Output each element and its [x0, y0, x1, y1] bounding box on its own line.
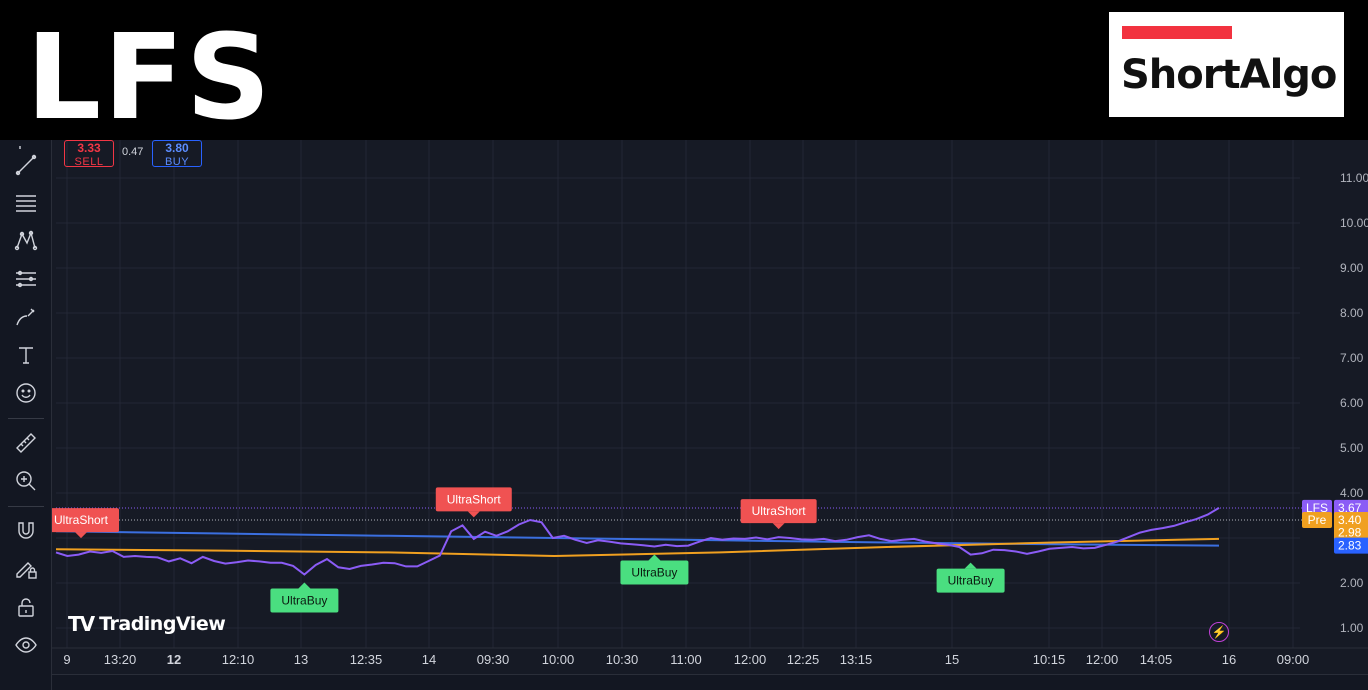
ultrabuy-signal-label: UltraBuy: [948, 574, 994, 588]
x-tick-label: 10:15: [1033, 652, 1066, 667]
x-tick-label: 11:00: [670, 652, 702, 667]
x-tick-label: 9: [63, 652, 70, 667]
buy-label: BUY: [164, 156, 190, 168]
x-tick-label: 14: [422, 652, 436, 667]
price-label-value-box: [1334, 524, 1368, 541]
sell-quote-button[interactable]: 3.33 SELL: [64, 140, 114, 168]
ruler-icon[interactable]: [10, 428, 42, 458]
emoji-icon[interactable]: [10, 378, 42, 408]
y-tick-label: 8.00: [1340, 306, 1364, 320]
ultrabuy-signal-label: UltraBuy: [631, 566, 677, 580]
x-tick-label: 10:00: [542, 652, 575, 667]
fib-lines-icon[interactable]: [10, 188, 42, 218]
ultrabuy-signal-pointer: [648, 554, 661, 561]
ultrashort-signal-box[interactable]: [435, 487, 512, 512]
ticker-title: LFS: [26, 8, 273, 146]
drawing-toolbar: [0, 140, 52, 690]
x-tick-label: 12:35: [350, 652, 383, 667]
cursor-icon[interactable]: [10, 140, 42, 170]
price-label-name: Pre: [1308, 513, 1327, 527]
price-label-value: 3.40: [1338, 513, 1362, 527]
toolbar-divider: [8, 506, 44, 507]
ultrashort-signal-label: UltraShort: [447, 492, 502, 506]
buy-price: 3.80: [165, 141, 189, 155]
x-tick-label: 12:00: [734, 652, 767, 667]
x-tick-label: 15: [945, 652, 959, 667]
trend-line-icon[interactable]: [10, 150, 42, 180]
sell-label: SELL: [74, 156, 104, 168]
y-tick-label: 6.00: [1340, 396, 1364, 410]
ultrabuy-signal-pointer: [298, 582, 311, 589]
brush-icon[interactable]: [10, 302, 42, 332]
y-tick-label: 7.00: [1340, 351, 1364, 365]
ultrabuy-signal-box[interactable]: [270, 588, 339, 613]
price-label-value-box: [1334, 499, 1368, 516]
ultrashort-signal-pointer: [467, 511, 480, 518]
brand-name: ShortAlgo: [1121, 52, 1337, 98]
x-tick-label: 12: [167, 652, 181, 667]
price-label-name-box: [1302, 512, 1332, 528]
x-tick-label: 13:20: [104, 652, 137, 667]
ultrashort-signal-label: UltraShort: [752, 504, 807, 518]
y-tick-label: 1.00: [1340, 621, 1364, 635]
x-tick-label: 13:15: [840, 652, 873, 667]
ultrabuy-signal-pointer: [964, 562, 977, 569]
y-tick-label: 4.00: [1340, 486, 1364, 500]
x-tick-label: 14:05: [1140, 652, 1173, 667]
lfs-price-line: [55, 507, 1220, 576]
text-icon[interactable]: [10, 340, 42, 370]
ultrashort-signal-label: UltraShort: [54, 513, 109, 527]
lock-draw-icon[interactable]: [10, 554, 42, 584]
price-label-value-box: [1334, 512, 1368, 528]
ultrabuy-signal-box[interactable]: [936, 568, 1005, 593]
zoom-in-icon[interactable]: [10, 466, 42, 496]
spread-value: 0.47: [122, 146, 144, 158]
ultrabuy-signal-box[interactable]: [620, 560, 689, 585]
lightning-icon[interactable]: ⚡: [1209, 622, 1229, 642]
ultrashort-signal-box[interactable]: [43, 508, 119, 533]
x-tick-label: 13: [294, 652, 308, 667]
y-tick-label: 11.00: [1340, 171, 1368, 185]
tradingview-logo-icon: TV: [68, 612, 95, 636]
sell-price: 3.33: [77, 141, 101, 155]
x-tick-label: 09:00: [1277, 652, 1310, 667]
brand-logo-bar: [1122, 26, 1232, 39]
price-label-value: 2.98: [1338, 526, 1362, 540]
brand-logo: ShortAlgo: [1109, 12, 1344, 117]
y-tick-label: 10.00: [1340, 216, 1368, 230]
x-tick-label: 12:10: [222, 652, 255, 667]
x-tick-label: 09:30: [477, 652, 510, 667]
toolbar-divider: [8, 418, 44, 419]
buy-quote-button[interactable]: 3.80 BUY: [152, 140, 202, 168]
ultrashort-signal-pointer: [772, 523, 785, 530]
y-tick-label: 9.00: [1340, 261, 1364, 275]
price-label-name-box: [1302, 499, 1332, 516]
ultrashort-signal-box[interactable]: [740, 499, 817, 524]
tradingview-watermark: TV TradingView: [68, 612, 226, 636]
ultrashort-signal-pointer: [75, 532, 87, 539]
price-label-value: 2.83: [1338, 539, 1362, 553]
ultrabuy-signal-label: UltraBuy: [281, 593, 327, 607]
header-banner: LFS ShortAlgo: [0, 0, 1368, 146]
x-tick-label: 12:25: [787, 652, 820, 667]
eye-icon[interactable]: [10, 630, 42, 660]
pattern-icon[interactable]: [10, 226, 42, 256]
magnet-icon[interactable]: [10, 516, 42, 546]
price-label-name: LFS: [1306, 501, 1328, 515]
orange-average-line: [55, 537, 1220, 558]
price-label-value: 3.67: [1338, 501, 1362, 515]
projection-icon[interactable]: [10, 264, 42, 294]
y-tick-label: 5.00: [1340, 441, 1364, 455]
x-tick-label: 16: [1222, 652, 1236, 667]
lock-icon[interactable]: [10, 592, 42, 622]
price-label-value-box: [1334, 537, 1368, 554]
x-tick-label: 12:00: [1086, 652, 1119, 667]
tradingview-text: TradingView: [99, 613, 226, 635]
x-tick-label: 10:30: [606, 652, 639, 667]
y-tick-label: 2.00: [1340, 576, 1364, 590]
bottom-toolbar: [52, 674, 1368, 690]
